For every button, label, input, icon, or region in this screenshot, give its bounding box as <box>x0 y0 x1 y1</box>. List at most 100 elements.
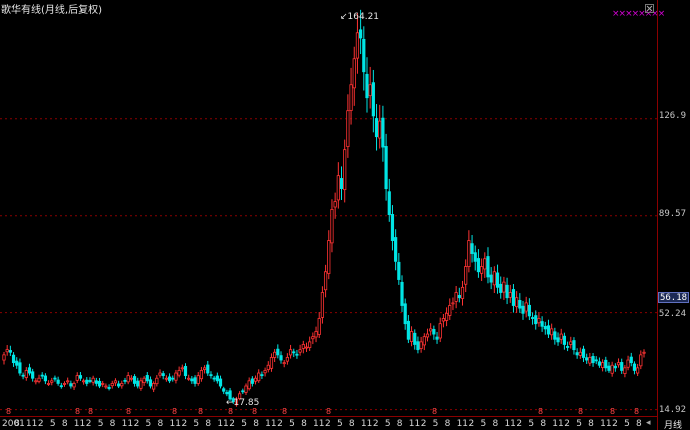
candle-body <box>37 377 41 382</box>
candle-body <box>597 361 602 366</box>
event-marker[interactable]: 8 <box>88 407 94 416</box>
x-tick-label: 11 <box>169 419 181 429</box>
candle-body <box>368 84 372 97</box>
event-marker[interactable]: 8 <box>228 407 234 416</box>
event-marker[interactable]: 8 <box>610 407 616 416</box>
event-marker[interactable]: 8 <box>432 407 438 416</box>
x-tick-label: 2 <box>277 419 283 429</box>
candle-body <box>543 325 547 330</box>
candle-body <box>72 383 76 388</box>
candle-body <box>381 117 385 148</box>
period-tab-monthly[interactable]: 月线 <box>664 421 683 430</box>
candlestick-plot[interactable] <box>0 0 657 416</box>
candle-body <box>435 336 439 340</box>
candle-body <box>171 377 175 380</box>
candle-body <box>199 370 204 380</box>
candle-body <box>387 191 391 215</box>
candle-body <box>301 344 305 349</box>
event-marker[interactable]: 8 <box>326 407 332 416</box>
candle-body <box>298 349 302 353</box>
candle-body <box>244 385 248 393</box>
candle-body <box>53 377 57 380</box>
x-tick-label: 11 <box>25 419 38 429</box>
candle-body <box>604 359 608 369</box>
x-tick-label: 11 <box>408 419 421 429</box>
price-label-52: 52.24 <box>658 309 686 319</box>
event-marker[interactable]: 8 <box>6 407 12 416</box>
price-label-126: 126.9 <box>658 111 686 121</box>
candle-body <box>126 375 130 383</box>
candle-body <box>212 377 216 380</box>
candle-body <box>553 331 557 340</box>
candle-body <box>285 357 289 362</box>
candle-body <box>330 209 334 244</box>
close-icon[interactable] <box>645 4 654 13</box>
candle-body <box>495 272 500 288</box>
x-tick-label: 5 <box>528 419 535 429</box>
x-tick-label: 5 <box>480 419 487 429</box>
candle-body <box>101 383 105 385</box>
candle-body <box>311 336 315 340</box>
x-tick-label: 8 <box>588 419 594 429</box>
candle-body <box>362 38 366 73</box>
candle-body <box>359 29 363 39</box>
x-tick-label: 5 <box>624 419 630 429</box>
event-marker[interactable]: 8 <box>538 407 544 416</box>
candle-body <box>616 362 621 366</box>
candle-body <box>117 383 121 387</box>
candle-body <box>320 292 325 318</box>
scroll-left-arrow-icon[interactable]: ◂ <box>646 418 651 428</box>
event-marker[interactable]: 8 <box>126 407 132 416</box>
x-tick-label: 8 <box>540 419 547 429</box>
candle-body <box>403 303 407 325</box>
candle-body <box>441 318 446 322</box>
candle-body <box>196 375 200 384</box>
candle-body <box>161 373 165 377</box>
candle-body <box>502 281 506 293</box>
x-tick-label: 8 <box>444 419 451 429</box>
x-tick-label: 8 <box>492 419 499 429</box>
candle-body <box>394 237 398 262</box>
x-tick-label: 5 <box>97 419 104 429</box>
candle-body <box>448 305 452 316</box>
event-marker[interactable]: 8 <box>198 407 204 416</box>
indicator-markers: ×××××××× <box>612 9 665 19</box>
candle-body <box>518 300 522 309</box>
x-tick-label: 2 <box>229 419 236 429</box>
candle-body <box>639 354 643 367</box>
x-tick-label: 2 <box>181 419 188 429</box>
candle-body <box>390 214 395 241</box>
event-marker[interactable]: 8 <box>282 407 288 416</box>
candle-body <box>110 383 114 387</box>
event-marker[interactable]: 8 <box>634 407 640 416</box>
x-tick-label: 11 <box>600 419 612 429</box>
x-tick-label: 11 <box>313 419 325 429</box>
candle-body <box>432 328 436 335</box>
candle-body <box>371 82 375 117</box>
candle-body <box>145 375 149 382</box>
candle-body <box>104 385 108 388</box>
candle-body <box>164 377 168 380</box>
candle-body <box>537 318 541 324</box>
x-tick-label: 2 <box>325 419 331 429</box>
candle-body <box>454 292 458 302</box>
candle-body <box>419 341 423 349</box>
candle-body <box>295 353 299 356</box>
event-marker[interactable]: 8 <box>75 407 81 416</box>
candle-body <box>429 328 433 332</box>
event-marker[interactable]: 8 <box>252 407 258 416</box>
candle-body <box>215 375 219 382</box>
candle-body <box>534 315 538 325</box>
candle-body <box>273 351 277 358</box>
low-value: 17.85 <box>233 398 260 408</box>
event-marker[interactable]: 8 <box>172 407 178 416</box>
candle-body <box>581 348 586 358</box>
x-tick-label: 8 <box>301 419 307 429</box>
candle-body <box>413 332 417 345</box>
event-marker[interactable]: 8 <box>578 407 584 416</box>
x-tick-label: 8 <box>253 419 259 429</box>
x-tick-label: 8 <box>348 419 355 429</box>
x-tick-label: 5 <box>241 419 247 429</box>
x-tick-label: 11 <box>552 419 564 429</box>
candle-body <box>155 377 159 385</box>
